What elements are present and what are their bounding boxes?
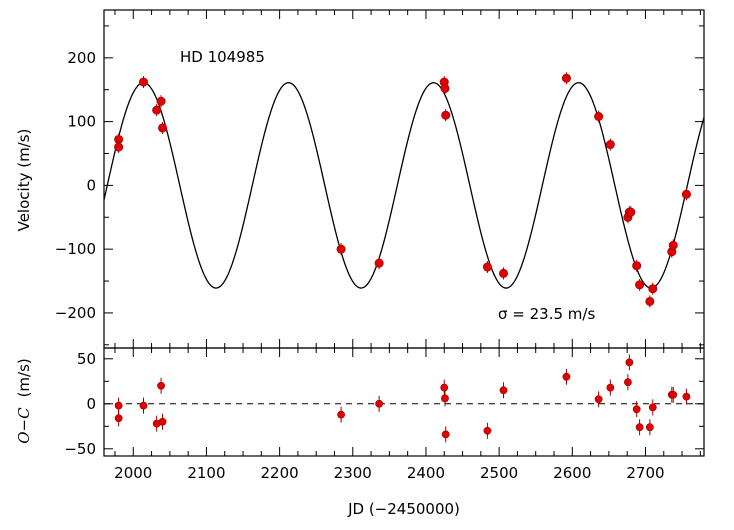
jd-x-tick-label: 2300 xyxy=(334,464,372,482)
residual-point xyxy=(562,372,571,381)
residual-point xyxy=(483,426,492,435)
velocity-y-tick-label: −200 xyxy=(55,304,96,322)
velocity-point xyxy=(626,207,636,217)
residual-point xyxy=(606,383,615,392)
jd-x-tick-label: 2200 xyxy=(261,464,299,482)
residuals-y-tick-label: −50 xyxy=(64,440,96,458)
residuals-panel: −50 0 50 2000 2100 2200 2300 2400 2500 2600 2700 O… xyxy=(15,347,705,518)
residual-point xyxy=(114,401,123,410)
jd-x-tick-label: 2600 xyxy=(553,464,591,482)
residuals-axis-title-symbol: O−C xyxy=(15,407,33,444)
jd-x-tick-label: 2500 xyxy=(480,464,518,482)
residual-point xyxy=(441,430,450,439)
residual-point xyxy=(139,401,148,410)
velocity-point xyxy=(632,261,642,271)
residual-points xyxy=(114,354,691,443)
residual-point xyxy=(114,414,123,423)
residual-point xyxy=(632,405,641,414)
jd-x-tick-label: 2000 xyxy=(114,464,152,482)
residual-point xyxy=(648,403,657,412)
velocity-point xyxy=(374,258,384,268)
residual-point xyxy=(157,381,165,390)
velocity-points xyxy=(114,72,691,308)
velocity-point xyxy=(668,240,678,250)
velocity-axis-title: Velocity (m/s) xyxy=(15,129,33,232)
residual-point xyxy=(337,410,345,419)
velocity-point xyxy=(336,244,346,254)
velocity-panel: −200 −100 0 100 200 HD 104985 σ = 23.5 m/s V… xyxy=(15,9,705,349)
velocity-y-tick-label: −100 xyxy=(55,240,96,258)
jd-x-tick-label: 2400 xyxy=(407,464,445,482)
residual-point xyxy=(635,423,644,432)
residuals-ticks: −50 0 50 2000 2100 2200 2300 2400 2500 2600 2700 xyxy=(64,348,704,482)
velocity-point xyxy=(114,142,124,152)
velocity-point xyxy=(441,110,451,120)
residual-point xyxy=(375,399,384,408)
residual-point xyxy=(441,394,449,403)
star-label: HD 104985 xyxy=(180,48,265,66)
residuals-y-tick-label: 50 xyxy=(77,350,96,368)
velocity-point xyxy=(139,77,149,87)
velocity-point xyxy=(648,284,658,294)
velocity-point xyxy=(152,105,162,115)
residuals-panel-frame xyxy=(103,347,705,457)
residual-point xyxy=(499,386,508,395)
velocity-point xyxy=(499,268,509,278)
residual-point xyxy=(625,358,634,367)
residual-point xyxy=(440,383,449,392)
residual-point xyxy=(645,423,654,432)
velocity-point xyxy=(440,83,450,93)
residual-point xyxy=(669,390,678,399)
residual-point xyxy=(594,395,603,404)
orbit-model-curve xyxy=(103,82,705,289)
jd-axis-title: JD (−2450000) xyxy=(347,500,460,518)
velocity-point xyxy=(605,140,615,150)
velocity-point xyxy=(561,73,571,83)
velocity-ticks: −200 −100 0 100 200 xyxy=(55,10,704,348)
velocity-point xyxy=(645,296,655,306)
velocity-point xyxy=(681,189,691,199)
velocity-point xyxy=(482,262,492,272)
jd-x-tick-label: 2700 xyxy=(626,464,664,482)
velocity-y-tick-label: 0 xyxy=(86,176,96,194)
velocity-y-tick-label: 200 xyxy=(67,49,96,67)
residuals-axis-title-units: (m/s) xyxy=(15,358,33,397)
residuals-y-tick-label: 0 xyxy=(86,395,96,413)
velocity-point xyxy=(156,96,166,106)
velocity-point xyxy=(594,112,604,122)
velocity-y-tick-label: 100 xyxy=(67,113,96,131)
sigma-annotation: σ = 23.5 m/s xyxy=(498,305,595,323)
residual-point xyxy=(158,417,167,426)
residual-point xyxy=(682,392,691,401)
jd-x-tick-label: 2100 xyxy=(187,464,225,482)
velocity-point xyxy=(158,123,168,133)
residuals-axis-title: O−C (m/s) xyxy=(15,358,33,444)
velocity-point xyxy=(635,280,645,290)
residual-point xyxy=(624,378,632,387)
